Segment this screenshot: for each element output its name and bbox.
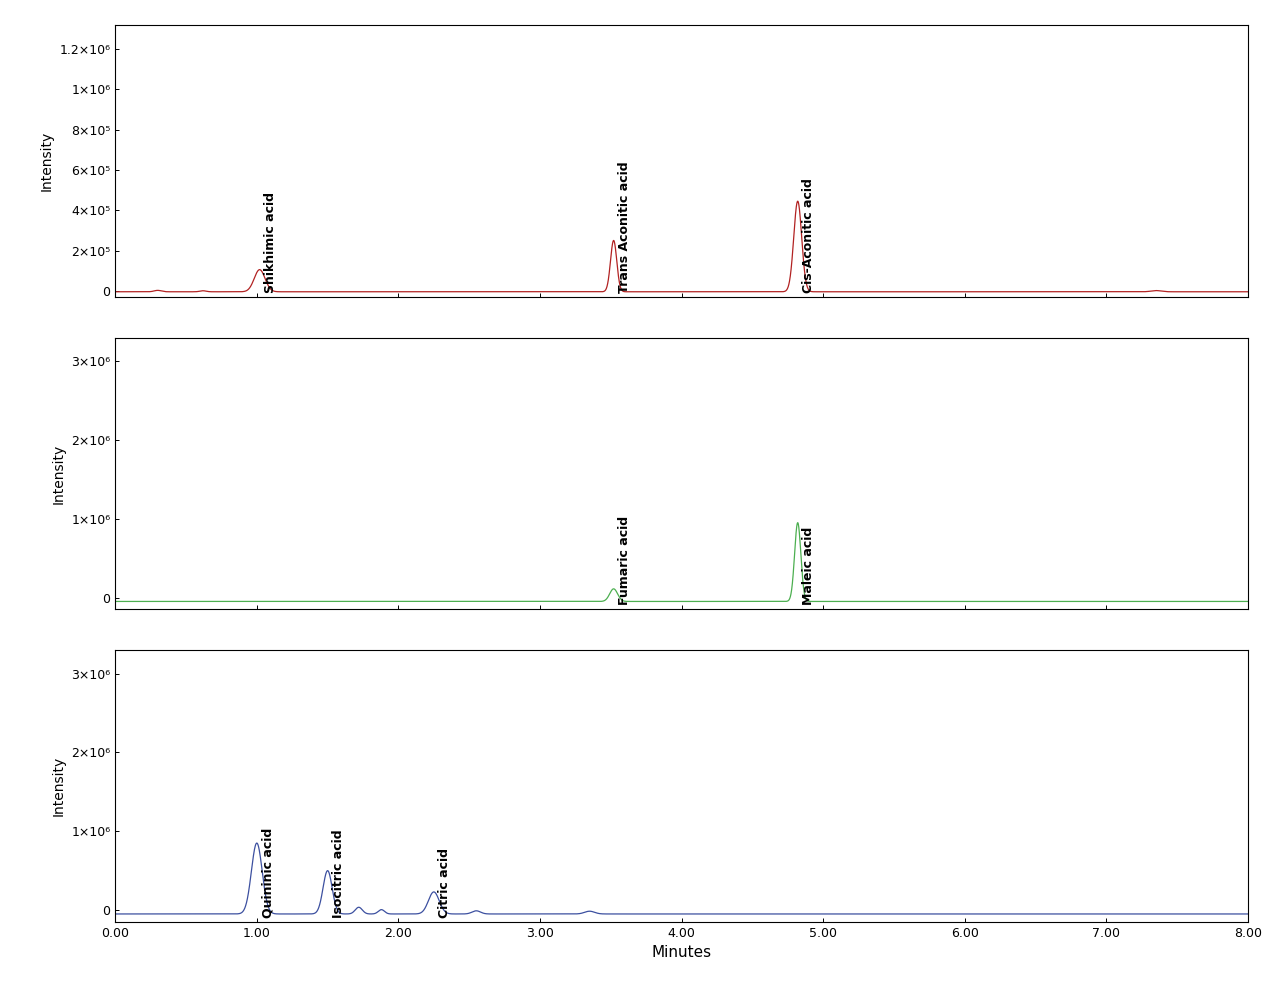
Text: Shikhimic acid: Shikhimic acid bbox=[264, 191, 276, 293]
Text: Trans Aconitic acid: Trans Aconitic acid bbox=[618, 161, 631, 293]
Text: Isocitric acid: Isocitric acid bbox=[332, 830, 344, 918]
Text: Fumaric acid: Fumaric acid bbox=[618, 516, 631, 605]
Text: Cis-Aconitic acid: Cis-Aconitic acid bbox=[803, 178, 815, 293]
Y-axis label: Intensity: Intensity bbox=[40, 131, 54, 191]
Text: Quininic acid: Quininic acid bbox=[261, 828, 274, 918]
Y-axis label: Intensity: Intensity bbox=[51, 443, 65, 504]
Text: Maleic acid: Maleic acid bbox=[803, 527, 815, 605]
Y-axis label: Intensity: Intensity bbox=[51, 756, 65, 816]
Text: Citric acid: Citric acid bbox=[438, 848, 451, 918]
X-axis label: Minutes: Minutes bbox=[652, 945, 712, 960]
